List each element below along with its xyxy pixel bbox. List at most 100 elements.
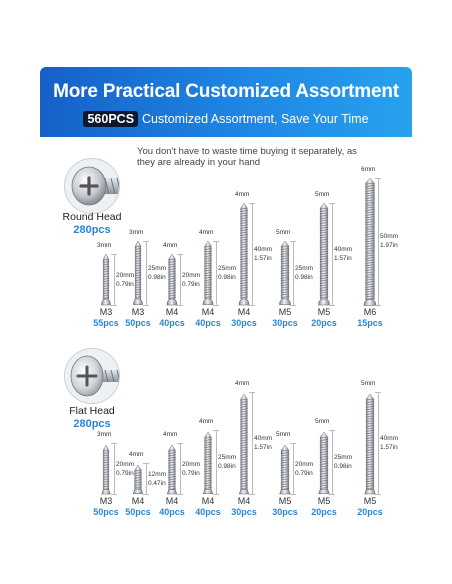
length-mm-label: 12mm: [148, 470, 167, 478]
length-bracket: [180, 443, 181, 494]
length-bracket-bottom: [290, 305, 296, 306]
round-head-label: Round Head: [62, 211, 122, 223]
length-in-label: 0.79in: [295, 469, 313, 477]
diameter-label: 4mm: [235, 191, 250, 198]
note-text: You don't have to waste time buying it s…: [137, 146, 357, 168]
length-in-label: 0.79in: [116, 469, 134, 477]
diameter-label: 6mm: [361, 165, 376, 173]
length-bracket-top: [290, 443, 296, 444]
length-bracket-top: [213, 241, 219, 243]
diameter-label: 3mm: [97, 431, 112, 438]
length-bracket: [146, 463, 147, 494]
length-mm-label: 20mm: [116, 460, 135, 468]
length-in-label: 0.98in: [295, 274, 313, 282]
quantity-label: 50pcs: [125, 507, 151, 517]
length-bracket-top: [290, 241, 296, 243]
diameter-label: 4mm: [235, 380, 250, 387]
length-in-label: 1.57in: [254, 255, 272, 262]
length-in-label: 1.97in: [380, 242, 398, 250]
length-in-label: 0.47in: [148, 479, 166, 487]
diameter-label: 5mm: [361, 380, 376, 387]
length-bracket-bottom: [143, 305, 149, 306]
length-mm-label: 25mm: [218, 454, 237, 462]
length-mm-label: 50mm: [380, 233, 399, 241]
screw-m4-20mm: [166, 444, 178, 495]
length-mm-label: 20mm: [182, 271, 201, 279]
length-bracket: [146, 241, 147, 305]
quantity-label: 30pcs: [231, 507, 257, 517]
length-bracket-top: [111, 254, 117, 255]
screw-m3-20mm: [101, 253, 111, 306]
length-mm-label: 40mm: [380, 435, 399, 442]
quantity-label: 40pcs: [159, 507, 185, 517]
thread-size-label: M5: [317, 496, 331, 506]
length-bracket-bottom: [111, 305, 117, 306]
flat-head-closeup-icon: [64, 348, 120, 404]
flat-head-count: 280pcs: [73, 418, 111, 430]
screw-m3-20mm: [101, 444, 111, 495]
screw-m4-40mm: [238, 393, 250, 495]
length-mm-label: 25mm: [334, 454, 353, 462]
diameter-label: 5mm: [276, 229, 291, 237]
length-mm-label: 40mm: [254, 435, 273, 442]
length-mm-label: 20mm: [295, 460, 314, 468]
length-bracket-bottom: [177, 305, 183, 306]
quantity-label: 50pcs: [125, 318, 151, 328]
diameter-label: 4mm: [163, 242, 178, 249]
length-bracket-bottom: [111, 494, 117, 495]
length-in-label: 0.98in: [218, 463, 236, 471]
quantity-label: 20pcs: [311, 507, 337, 517]
length-bracket: [252, 203, 253, 305]
length-bracket-bottom: [329, 494, 335, 495]
screw-m5-25mm: [279, 240, 291, 306]
length-in-label: 0.79in: [182, 469, 200, 477]
quantity-label: 30pcs: [272, 318, 298, 328]
diameter-label: 5mm: [276, 431, 291, 438]
length-mm-label: 25mm: [295, 265, 314, 273]
diameter-label: 4mm: [199, 418, 214, 426]
thread-size-label: M5: [278, 307, 292, 317]
length-bracket-bottom: [290, 494, 296, 495]
screw-m5-20mm: [279, 444, 291, 495]
length-bracket-bottom: [177, 494, 183, 495]
length-bracket: [216, 241, 217, 305]
length-bracket: [378, 392, 379, 494]
diameter-label: 5mm: [315, 191, 330, 198]
length-bracket-top: [329, 203, 335, 204]
length-mm-label: 25mm: [218, 265, 237, 273]
quantity-label: 40pcs: [195, 507, 221, 517]
length-bracket-bottom: [375, 494, 381, 495]
length-bracket-top: [177, 443, 183, 444]
length-bracket: [114, 443, 115, 494]
banner-subtitle-text: Customized Assortment, Save Your Time: [142, 112, 369, 126]
length-bracket-top: [177, 254, 183, 255]
thread-size-label: M5: [317, 307, 331, 317]
length-in-label: 1.57in: [334, 255, 352, 262]
screw-m4-20mm: [166, 253, 178, 306]
length-bracket-bottom: [329, 305, 335, 306]
quantity-label: 15pcs: [357, 318, 383, 328]
diameter-label: 4mm: [129, 451, 144, 459]
thread-size-label: M4: [165, 496, 179, 506]
length-in-label: 1.57in: [380, 444, 398, 451]
banner-title: More Practical Customized Assortment: [53, 81, 399, 102]
thread-size-label: M3: [131, 307, 145, 317]
thread-size-label: M4: [201, 307, 215, 317]
length-in-label: 0.79in: [182, 280, 200, 288]
thread-size-label: M5: [278, 496, 292, 506]
quantity-label: 30pcs: [231, 318, 257, 328]
thread-size-label: M4: [201, 496, 215, 506]
thread-size-label: M3: [99, 307, 113, 317]
length-bracket-top: [143, 463, 149, 465]
length-bracket-bottom: [375, 305, 381, 306]
screw-m4-25mm: [202, 431, 214, 495]
thread-size-label: M4: [165, 307, 179, 317]
header-banner: More Practical Customized Assortment 560…: [40, 67, 412, 137]
length-bracket-bottom: [213, 494, 219, 495]
length-bracket: [114, 254, 115, 305]
length-bracket: [332, 203, 333, 305]
quantity-label: 30pcs: [272, 507, 298, 517]
length-bracket-top: [249, 203, 255, 204]
length-in-label: 1.57in: [254, 444, 272, 451]
length-bracket-top: [249, 392, 255, 393]
